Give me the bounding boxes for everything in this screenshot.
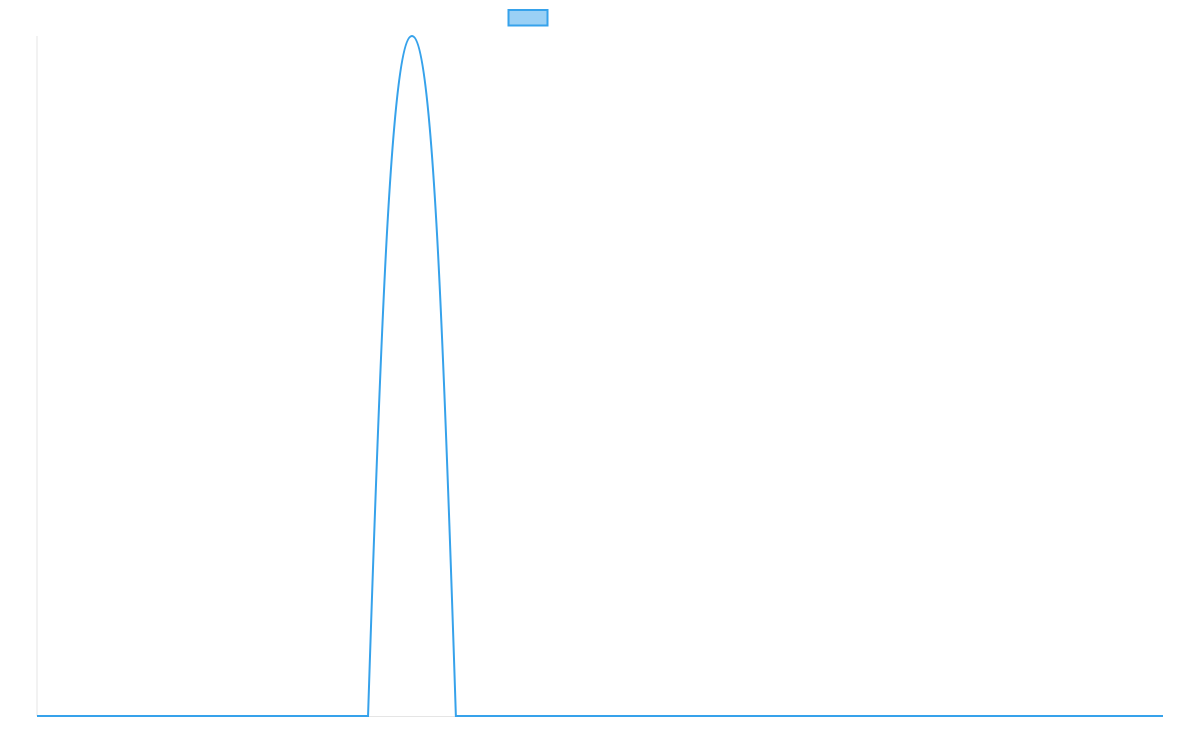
series-line: [37, 34, 1163, 718]
legend[interactable]: [507, 9, 549, 27]
legend-swatch[interactable]: [507, 9, 549, 27]
